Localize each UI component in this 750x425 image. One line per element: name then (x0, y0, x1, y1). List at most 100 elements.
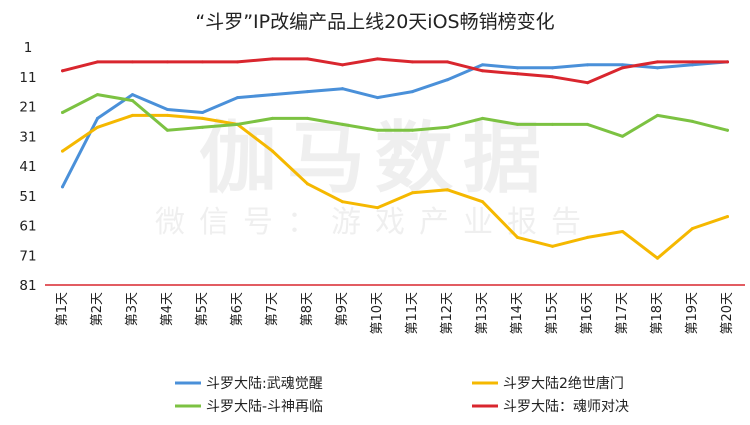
x-tick-label: 第10天 (370, 292, 385, 335)
data-point (621, 134, 624, 138)
data-point (446, 188, 449, 192)
data-point (201, 116, 204, 120)
data-point (236, 60, 239, 64)
data-point (306, 90, 309, 94)
data-point (411, 191, 414, 195)
data-point (166, 128, 169, 132)
series-group (61, 57, 729, 260)
data-point (586, 81, 589, 85)
y-tick-label: 61 (19, 219, 36, 235)
y-tick-label: 81 (19, 278, 36, 294)
x-tick-label: 第6天 (230, 292, 245, 326)
data-point (586, 122, 589, 126)
x-tick-label: 第4天 (160, 292, 175, 326)
data-point (341, 63, 344, 67)
data-point (376, 128, 379, 132)
y-tick-label: 71 (19, 248, 36, 264)
data-point (166, 60, 169, 64)
data-point (131, 99, 134, 103)
x-tick-label: 第17天 (615, 292, 630, 335)
data-point (656, 60, 659, 64)
x-tick-label: 第3天 (125, 292, 140, 326)
data-point (516, 235, 519, 239)
data-point (131, 60, 134, 64)
data-point (201, 125, 204, 129)
x-tick-label: 第9天 (335, 292, 350, 326)
chart-title: “斗罗”IP改编产品上线20天iOS畅销榜变化 (195, 11, 554, 33)
data-point (166, 107, 169, 111)
data-point (341, 87, 344, 91)
legend-label: 斗罗大陆:武魂觉醒 (206, 376, 323, 392)
x-tick-label: 第1天 (55, 292, 70, 326)
data-point (551, 75, 554, 79)
data-point (411, 90, 414, 94)
x-axis: 第1天 第2天 第3天 第4天 第5天 第6天 第7天 第8天 第9天 第10天 第11天 第12天 第… (55, 292, 735, 335)
data-point (306, 116, 309, 120)
data-point (96, 125, 99, 129)
data-point (516, 122, 519, 126)
x-tick-label: 第20天 (720, 292, 735, 335)
legend-label: 斗罗大陆：魂师对决 (503, 399, 629, 415)
legend-label: 斗罗大陆-斗神再临 (206, 399, 323, 415)
data-point (201, 60, 204, 64)
data-point (446, 125, 449, 129)
data-point (376, 57, 379, 61)
data-point (656, 66, 659, 70)
data-point (341, 122, 344, 126)
data-point (96, 93, 99, 97)
data-point (516, 72, 519, 76)
data-point (516, 66, 519, 70)
data-point (271, 93, 274, 97)
x-tick-label: 第2天 (90, 292, 105, 326)
data-point (551, 122, 554, 126)
watermark-sub: 微信号：游戏产业报告 (155, 205, 595, 240)
data-point (586, 63, 589, 67)
data-point (131, 113, 134, 117)
series-line-1 (61, 60, 729, 189)
x-tick-label: 第8天 (300, 292, 315, 326)
data-point (726, 128, 729, 132)
x-tick-label: 第7天 (265, 292, 280, 326)
data-point (586, 235, 589, 239)
data-point (166, 113, 169, 117)
data-point (341, 200, 344, 204)
data-point (61, 149, 64, 153)
y-tick-label: 31 (19, 129, 36, 145)
data-point (726, 215, 729, 219)
data-point (481, 69, 484, 73)
data-point (481, 63, 484, 67)
data-point (411, 128, 414, 132)
data-point (376, 96, 379, 100)
data-point (61, 110, 64, 114)
y-tick-label: 11 (19, 70, 36, 86)
data-point (656, 256, 659, 260)
data-point (481, 116, 484, 120)
data-point (271, 149, 274, 153)
series-line-2 (61, 113, 729, 260)
data-point (446, 78, 449, 82)
data-point (691, 63, 694, 67)
x-tick-label: 第11天 (405, 292, 420, 335)
data-point (96, 60, 99, 64)
data-point (656, 113, 659, 117)
data-point (376, 206, 379, 210)
data-point (271, 116, 274, 120)
data-point (551, 244, 554, 248)
x-tick-label: 第19天 (685, 292, 700, 335)
series-line-3 (61, 93, 729, 138)
y-tick-label: 1 (24, 40, 33, 56)
x-tick-label: 第15天 (545, 292, 560, 335)
x-tick-label: 第18天 (650, 292, 665, 335)
x-tick-label: 第14天 (510, 292, 525, 335)
data-point (61, 185, 64, 189)
data-point (551, 66, 554, 70)
data-point (621, 63, 624, 67)
data-point (271, 57, 274, 61)
data-point (96, 116, 99, 120)
data-point (726, 60, 729, 64)
data-point (236, 122, 239, 126)
data-point (621, 229, 624, 233)
data-point (691, 60, 694, 64)
data-point (446, 60, 449, 64)
data-point (201, 110, 204, 114)
